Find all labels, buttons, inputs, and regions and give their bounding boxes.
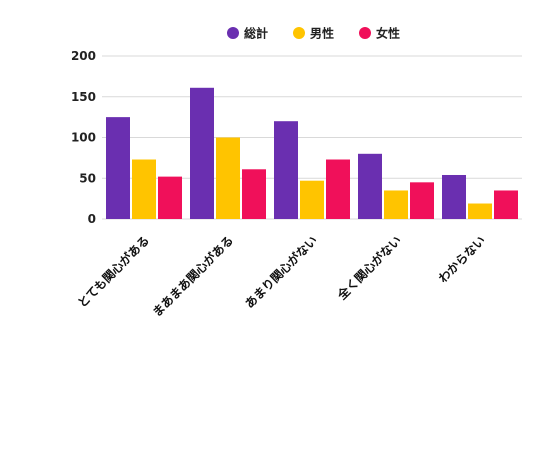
bar-female bbox=[242, 169, 266, 219]
bar-male bbox=[132, 159, 156, 219]
legend-item[interactable]: 男性 bbox=[293, 26, 334, 41]
y-tick-label: 200 bbox=[71, 49, 96, 63]
x-category-label: まあまあ関心がある bbox=[149, 233, 236, 320]
bar-total bbox=[358, 153, 382, 219]
bar-female bbox=[326, 159, 350, 219]
bar-female bbox=[410, 182, 434, 219]
x-category-label: 全く関心がない bbox=[333, 233, 404, 304]
x-category-label: とても関心がある bbox=[74, 233, 152, 311]
y-tick-label: 50 bbox=[79, 171, 96, 185]
legend-label: 男性 bbox=[310, 26, 334, 41]
bar-total bbox=[106, 117, 130, 219]
bar-male bbox=[468, 203, 492, 219]
legend-swatch bbox=[359, 27, 371, 39]
bars bbox=[106, 87, 518, 219]
legend-swatch bbox=[227, 27, 239, 39]
bar-male bbox=[300, 180, 324, 219]
bar-male bbox=[384, 190, 408, 219]
legend: 総計 男性 女性 bbox=[227, 26, 400, 41]
legend-item[interactable]: 女性 bbox=[359, 26, 400, 41]
y-axis: 0 50 100 150 200 bbox=[71, 49, 96, 226]
bar-total bbox=[190, 87, 214, 219]
bar-total bbox=[274, 121, 298, 219]
legend-label: 総計 bbox=[244, 26, 268, 41]
bar-male bbox=[216, 137, 240, 219]
legend-item[interactable]: 総計 bbox=[227, 26, 268, 41]
y-tick-label: 100 bbox=[71, 131, 96, 145]
bar-total bbox=[442, 174, 466, 219]
x-category-label: わからない bbox=[436, 233, 488, 285]
bar-female bbox=[158, 176, 182, 219]
legend-label: 女性 bbox=[376, 26, 400, 41]
y-tick-label: 0 bbox=[88, 212, 96, 226]
x-category-label: あまり関心がない bbox=[242, 233, 320, 311]
bar-female bbox=[494, 190, 518, 219]
y-tick-label: 150 bbox=[71, 90, 96, 104]
legend-swatch bbox=[293, 27, 305, 39]
